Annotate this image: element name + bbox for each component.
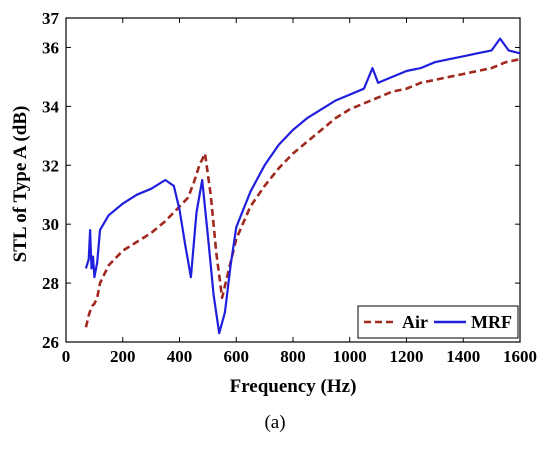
x-tick-label: 1600: [503, 347, 537, 366]
y-tick-label: 30: [42, 215, 59, 234]
x-tick-label: 400: [167, 347, 193, 366]
y-tick-label: 36: [42, 38, 59, 57]
y-axis-ticks: 26 28 30 32 34 36 37: [42, 9, 520, 352]
series-line-mrf: [84, 37, 521, 335]
stl-chart: 26 28 30 32 34 36 37 0 200 400 600 800 1000 1200 1400…: [10, 9, 537, 397]
legend: Air MRF: [357, 305, 519, 339]
plot-frame: [65, 17, 521, 343]
x-tick-label: 1400: [446, 347, 480, 366]
y-tick-label: 28: [42, 274, 59, 293]
y-tick-label: 32: [42, 156, 59, 175]
series-line-air: [84, 57, 521, 328]
plot-area-border: [65, 17, 521, 343]
figure-caption: (a): [264, 412, 286, 433]
y-axis-label: STL of Type A (dB): [10, 106, 31, 263]
x-axis-label: Frequency (Hz): [230, 376, 357, 397]
legend-label-mrf: MRF: [471, 312, 512, 332]
y-tick-label: 26: [42, 333, 59, 352]
x-tick-label: 1000: [333, 347, 367, 366]
x-tick-label: 1200: [390, 347, 424, 366]
legend-label-air: Air: [402, 312, 428, 332]
x-tick-label: 200: [110, 347, 136, 366]
x-axis-ticks: 0 200 400 600 800 1000 1200 1400 1600: [62, 18, 537, 366]
series-layer: [84, 37, 521, 335]
x-tick-label: 0: [62, 347, 71, 366]
y-tick-label: 34: [42, 97, 60, 116]
x-tick-label: 600: [224, 347, 250, 366]
y-tick-label: 37: [42, 9, 60, 28]
x-tick-label: 800: [280, 347, 306, 366]
